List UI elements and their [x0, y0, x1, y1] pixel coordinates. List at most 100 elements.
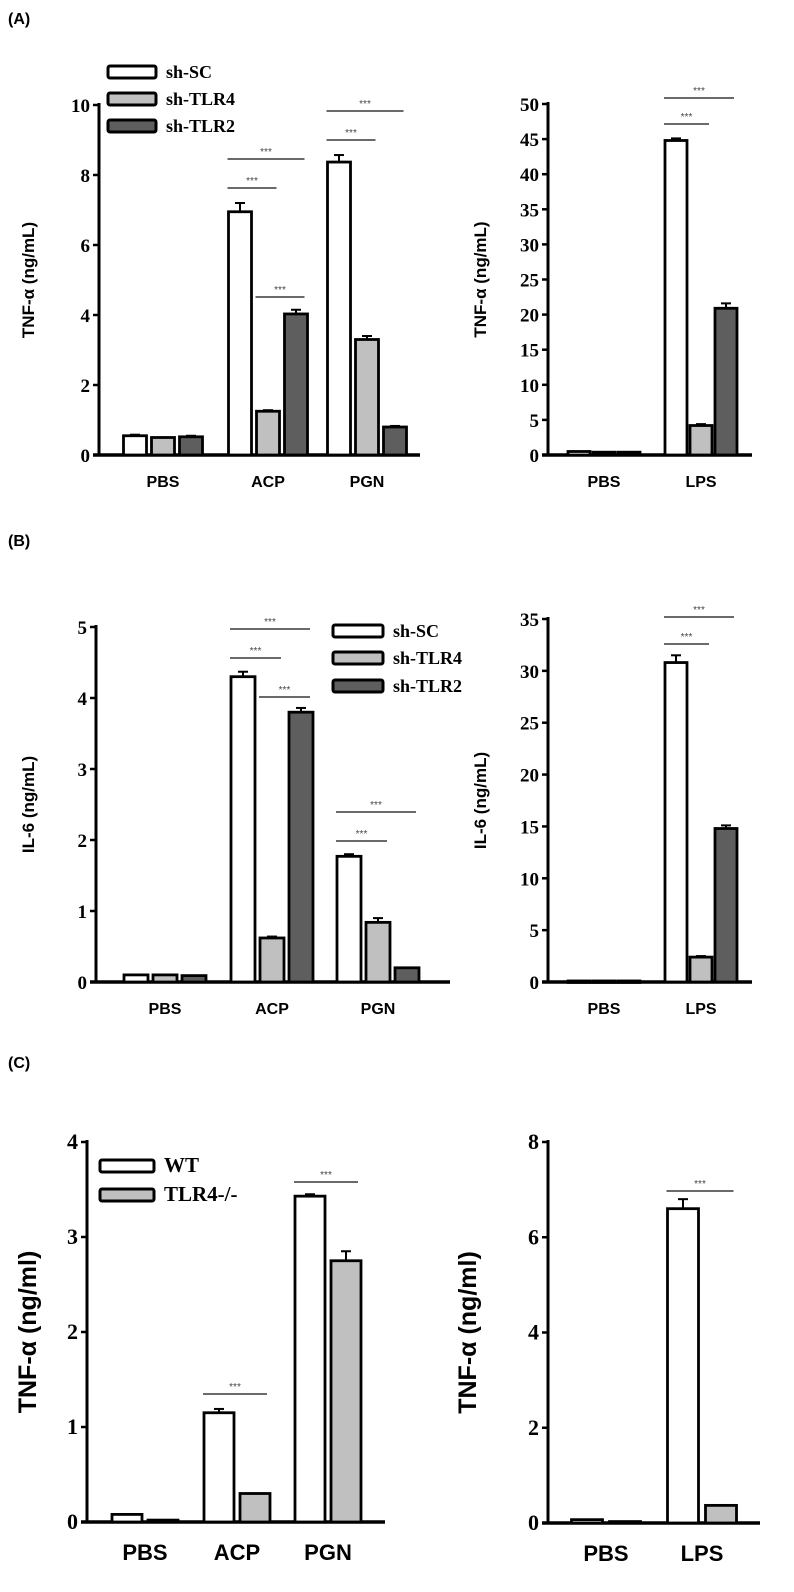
- significance-label: ***: [370, 800, 382, 811]
- y-tick-label: 2: [528, 1415, 539, 1440]
- y-tick-label: 4: [78, 689, 88, 710]
- significance-label: ***: [274, 285, 286, 296]
- y-tick-label: 1: [67, 1414, 78, 1439]
- chart-5: 0 2 4 6 8 TNF-α (ng/ml) PBS LPS ***: [454, 1129, 760, 1566]
- bar-pbs-shtlr2: [616, 450, 642, 457]
- y-tick-label: 1: [78, 902, 88, 923]
- panel-label-a: (A): [8, 11, 30, 28]
- y-tick-label: 6: [528, 1224, 539, 1249]
- significance-label: ***: [694, 1179, 706, 1190]
- y-axis-label: TNF-α (ng/mL): [19, 222, 38, 338]
- bar-pbs-shtlr2: [180, 974, 208, 984]
- legend: WT TLR4-/-: [98, 1153, 238, 1206]
- y-tick-label: 6: [81, 236, 91, 257]
- y-tick-label: 25: [520, 714, 539, 735]
- legend-label: sh-SC: [393, 621, 439, 641]
- bar-lps-shtlr4: [688, 424, 714, 457]
- legend-label: sh-TLR2: [166, 116, 235, 136]
- legend-label: sh-TLR2: [393, 676, 462, 696]
- bar-pbs-wt: [110, 1513, 144, 1524]
- bar-pgn-shsc: [326, 160, 352, 457]
- y-tick-label: 8: [81, 166, 91, 187]
- chart-0: 0 2 4 6 8 10 TNF-α (ng/mL) PBS ACP PGN *** *** *** **…: [19, 62, 420, 491]
- y-tick-label: 10: [71, 96, 90, 117]
- legend-label: sh-TLR4: [166, 89, 235, 109]
- y-tick-label: 15: [520, 817, 539, 838]
- bar-acp-tlr4: [238, 1492, 272, 1524]
- bar-pbs-shtlr4: [150, 436, 176, 457]
- y-axis-label: IL-6 (ng/mL): [19, 756, 38, 853]
- bar-lps-shtlr2: [713, 827, 739, 984]
- y-tick-label: 5: [530, 921, 540, 942]
- bar-pbs-shsc: [566, 450, 592, 457]
- y-axis-label: TNF-α (ng/ml): [454, 1251, 482, 1414]
- significance-label: ***: [359, 99, 371, 110]
- category-label: PBS: [147, 474, 180, 491]
- y-tick-label: 10: [520, 376, 539, 397]
- bar-pbs-tlr4: [608, 1520, 642, 1525]
- significance-label: ***: [229, 1382, 241, 1393]
- significance-label: ***: [693, 605, 705, 616]
- category-label: PBS: [588, 1001, 621, 1018]
- legend-swatch: [331, 678, 385, 694]
- y-tick-label: 35: [520, 610, 539, 631]
- y-tick-label: 0: [528, 1510, 539, 1535]
- bar-lps-shsc: [663, 661, 689, 984]
- category-label: ACP: [251, 474, 285, 491]
- legend: sh-SC sh-TLR4 sh-TLR2: [331, 621, 462, 696]
- y-tick-label: 15: [520, 341, 539, 362]
- significance-label: ***: [246, 176, 258, 187]
- category-label: LPS: [685, 474, 716, 491]
- category-label: PBS: [149, 1001, 182, 1018]
- bar-pgn-shtlr4: [364, 920, 392, 984]
- bar-acp-wt: [202, 1411, 236, 1524]
- bar-pbs-shtlr2: [178, 435, 204, 457]
- y-tick-label: 25: [520, 271, 539, 292]
- chart-2: 0 1 2 3 4 5 IL-6 (ng/mL) PBS ACP PGN *** *** *** *** *…: [19, 617, 462, 1018]
- significance-label: ***: [681, 112, 693, 123]
- y-axis-label: IL-6 (ng/mL): [471, 752, 490, 849]
- legend: sh-SC sh-TLR4 sh-TLR2: [106, 62, 235, 136]
- legend-swatch: [106, 118, 158, 134]
- legend-swatch: [98, 1187, 156, 1203]
- category-label: PGN: [304, 1540, 352, 1565]
- category-label: PGN: [361, 1001, 396, 1018]
- bar-acp-shtlr2: [287, 710, 315, 984]
- y-tick-label: 0: [530, 446, 540, 467]
- y-tick-label: 8: [528, 1129, 539, 1154]
- category-label: ACP: [214, 1540, 260, 1565]
- bar-pgn-tlr4: [329, 1259, 363, 1524]
- y-tick-label: 2: [78, 831, 88, 852]
- legend-swatch: [98, 1158, 156, 1174]
- significance-label: ***: [279, 685, 291, 696]
- y-tick-label: 4: [528, 1320, 539, 1345]
- y-tick-label: 30: [520, 662, 539, 683]
- bar-lps-shtlr2: [713, 306, 739, 457]
- bar-pbs-shsc: [566, 979, 592, 984]
- y-tick-label: 20: [520, 766, 539, 787]
- bar-pbs-shtlr4: [151, 973, 179, 984]
- bar-lps-shtlr4: [688, 955, 714, 984]
- y-tick-label: 4: [81, 306, 91, 327]
- bar-pgn-shsc: [335, 854, 363, 984]
- panel-label-b: (B): [8, 533, 30, 550]
- legend-label: WT: [164, 1153, 199, 1177]
- significance-label: ***: [264, 617, 276, 628]
- bar-acp-shsc: [229, 675, 257, 984]
- y-tick-label: 0: [81, 446, 91, 467]
- legend-swatch: [106, 91, 158, 107]
- category-label: PBS: [583, 1541, 628, 1566]
- bar-pgn-shtlr2: [393, 966, 421, 984]
- y-tick-label: 4: [67, 1129, 78, 1154]
- chart-3: 0 5 10 15 20 25 30 35 IL-6 (ng/mL) PBS LPS *** ***: [471, 605, 752, 1018]
- bar-lps-tlr4: [704, 1503, 738, 1525]
- bar-pbs-wt: [570, 1518, 604, 1525]
- significance-label: ***: [681, 632, 693, 643]
- legend-label: sh-SC: [166, 62, 212, 82]
- legend-swatch: [331, 650, 385, 666]
- y-tick-label: 0: [78, 973, 88, 994]
- bar-pgn-wt: [293, 1194, 327, 1524]
- y-tick-label: 0: [67, 1509, 78, 1534]
